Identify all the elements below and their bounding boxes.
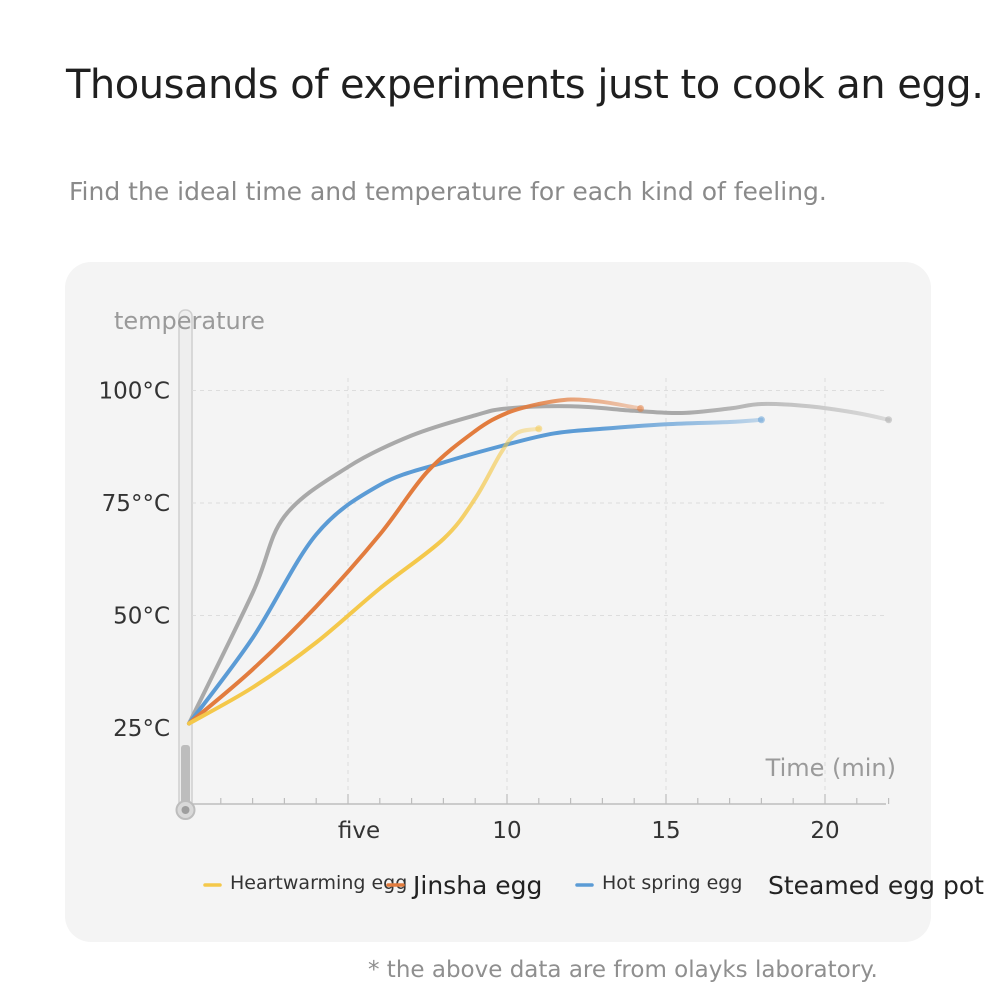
series-line-jinsha-egg [187,397,643,726]
series-line-heartwarming-egg [187,426,541,726]
y-tick-label: 100°C [99,379,170,405]
legend: Heartwarming egg Jinsha egg Hot spring egg… [203,871,984,900]
chart-card [65,262,931,942]
grid-lines [192,378,886,795]
legend-label-heartwarming-egg: Heartwarming egg [230,872,407,894]
thermometer-axis [175,309,196,820]
x-tick-label: 20 [810,818,839,844]
y-tick-label: 25°C [113,716,170,742]
y-tick-labels: 25°C 50°C 75°°C 100°C [99,379,170,743]
legend-label-jinsha-egg: Jinsha egg [411,871,542,900]
x-tick-label: five [338,818,380,844]
series-layer [187,397,893,726]
series-line-hot-spring-egg [187,417,764,726]
x-axis-title: Time (min) [765,754,896,782]
y-tick-label: 50°C [113,604,170,630]
legend-label-steamed-egg-pot: Steamed egg pot [768,871,984,900]
legend-label-hot-spring-egg: Hot spring egg [602,872,742,894]
footnote: * the above data are from olayks laborat… [368,957,878,983]
series-endpoint-heartwarming-egg [535,425,543,433]
y-axis-title: temperature [114,307,265,335]
page-title: Thousands of experiments just to cook an… [66,62,984,108]
x-axis [192,794,890,805]
page-subtitle: Find the ideal time and temperature for … [69,177,827,206]
series-endpoint-steamed-egg-pot [885,416,893,424]
series-endpoint-hot-spring-egg [757,416,765,424]
series-endpoint-jinsha-egg [637,405,645,412]
x-tick-labels: five 10 15 20 [338,818,840,844]
x-tick-label: 15 [651,818,680,844]
x-tick-label: 10 [492,818,521,844]
y-tick-label: 75°°C [102,491,170,517]
series-line-steamed-egg-pot [187,401,891,726]
